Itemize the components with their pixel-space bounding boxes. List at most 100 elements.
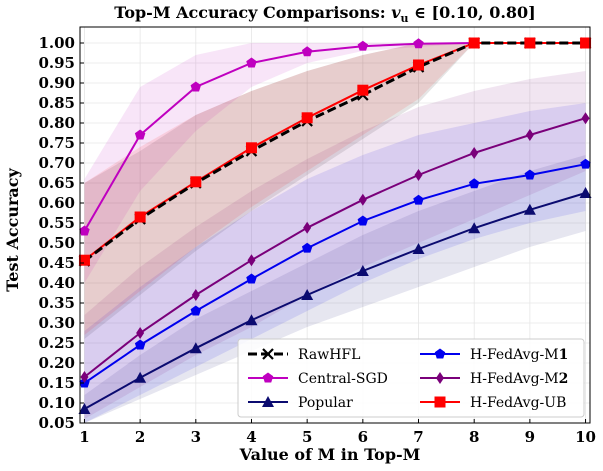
y-tick-label: 0.50 (38, 234, 75, 252)
legend-marker (262, 348, 274, 360)
data-point (134, 129, 146, 140)
data-point (301, 242, 313, 253)
y-tick-label: 0.40 (38, 274, 75, 292)
confidence-band (84, 155, 586, 423)
chart-title-var-sub: u (401, 12, 409, 25)
y-tick-label: 0.70 (38, 154, 75, 172)
x-tick-label: 8 (469, 428, 479, 446)
data-point (357, 215, 369, 226)
legend-marker (262, 396, 274, 407)
legend-label: H-FedAvg-M1 (470, 347, 568, 363)
y-tick-label: 0.75 (38, 134, 75, 152)
y-tick-label: 0.35 (38, 294, 75, 312)
data-point (523, 203, 536, 215)
y-tick-label: 0.25 (38, 334, 75, 352)
y-tick-label: 0.45 (38, 254, 75, 272)
x-tick-label: 7 (413, 428, 423, 446)
series-lines (83, 41, 586, 410)
legend-label: H-FedAvg-M2 (470, 371, 568, 387)
data-point (357, 84, 369, 96)
data-point (580, 158, 591, 169)
legend-label-suffix: 1 (559, 347, 569, 363)
data-point (247, 254, 256, 267)
plot-frame (79, 26, 591, 424)
confidence-band (84, 43, 586, 335)
data-point (413, 59, 425, 71)
y-tick-label: 0.05 (38, 414, 75, 432)
legend-label-text: Central-SGD (298, 371, 388, 387)
data-point (412, 243, 425, 254)
data-point (468, 178, 480, 189)
legend-marker (434, 396, 446, 408)
data-point (190, 81, 202, 92)
y-tick-label: 0.30 (38, 314, 75, 332)
y-axis-title: Test Accuracy (3, 168, 22, 292)
data-point (357, 40, 369, 51)
x-tick-label: 5 (302, 428, 312, 446)
chart-title-prefix: Top-M Accuracy Comparisons: (114, 3, 391, 22)
data-point (191, 289, 200, 301)
y-tick-label: 0.90 (38, 74, 75, 92)
legend-label-text: H-FedAvg-M (470, 371, 559, 387)
legend-label-text: Popular (298, 395, 353, 411)
confidence-band (84, 103, 586, 423)
data-point (580, 37, 592, 49)
y-tick-label: 0.10 (38, 394, 75, 412)
legend-label: Popular (298, 395, 353, 411)
x-tick-label: 1 (79, 428, 89, 446)
data-point (303, 221, 312, 234)
legend-marker (434, 348, 446, 359)
data-point (80, 371, 89, 383)
data-point (525, 129, 534, 141)
legend-label-suffix: 2 (559, 371, 569, 387)
data-point (301, 46, 313, 57)
data-point (136, 327, 145, 339)
x-tick-label: 2 (135, 428, 145, 446)
legend-box (237, 338, 585, 418)
chart-title-var: v (391, 3, 401, 22)
data-point (581, 112, 590, 125)
data-point (413, 38, 424, 49)
y-tick-label: 1.00 (38, 34, 75, 52)
confidence-band (84, 43, 586, 283)
x-axis-title: Value of M in Top-M (239, 445, 421, 464)
data-point (468, 37, 480, 49)
data-point (78, 254, 90, 266)
legend-label: RawHFL (298, 347, 360, 363)
x-tick-label: 10 (575, 428, 596, 446)
legend-label: H-FedAvg-UB (470, 395, 566, 411)
series-markers (78, 37, 592, 414)
data-point (301, 289, 314, 300)
series-line (83, 41, 586, 263)
data-point (524, 37, 536, 49)
chart-title: Top-M Accuracy Comparisons: vu ∈ [0.10, … (114, 3, 535, 25)
data-point (356, 265, 369, 276)
data-point (358, 193, 367, 206)
y-tick-label: 0.65 (38, 174, 75, 192)
series-line (83, 163, 586, 384)
y-tick-label: 0.15 (38, 374, 75, 392)
data-point (78, 403, 91, 414)
data-point (468, 222, 481, 234)
x-tick-label: 4 (246, 428, 256, 446)
data-point (79, 225, 90, 236)
x-tick-label: 3 (191, 428, 201, 446)
data-point (134, 371, 147, 383)
series-line (83, 117, 586, 378)
data-point (246, 57, 257, 68)
x-tick-label: 9 (525, 428, 535, 446)
legend-marker (436, 372, 444, 384)
legend-marker (262, 372, 274, 383)
series-line (83, 192, 586, 410)
y-tick-label: 0.95 (38, 54, 75, 72)
y-tick-label: 0.60 (38, 194, 75, 212)
data-point (134, 339, 146, 350)
legend-label-text: H-FedAvg-UB (470, 395, 566, 411)
data-point (579, 187, 592, 198)
data-point (246, 273, 257, 284)
chart-title-suffix: ∈ [0.10, 0.80] (409, 3, 536, 22)
data-point (301, 112, 313, 124)
confidence-band (84, 43, 586, 339)
